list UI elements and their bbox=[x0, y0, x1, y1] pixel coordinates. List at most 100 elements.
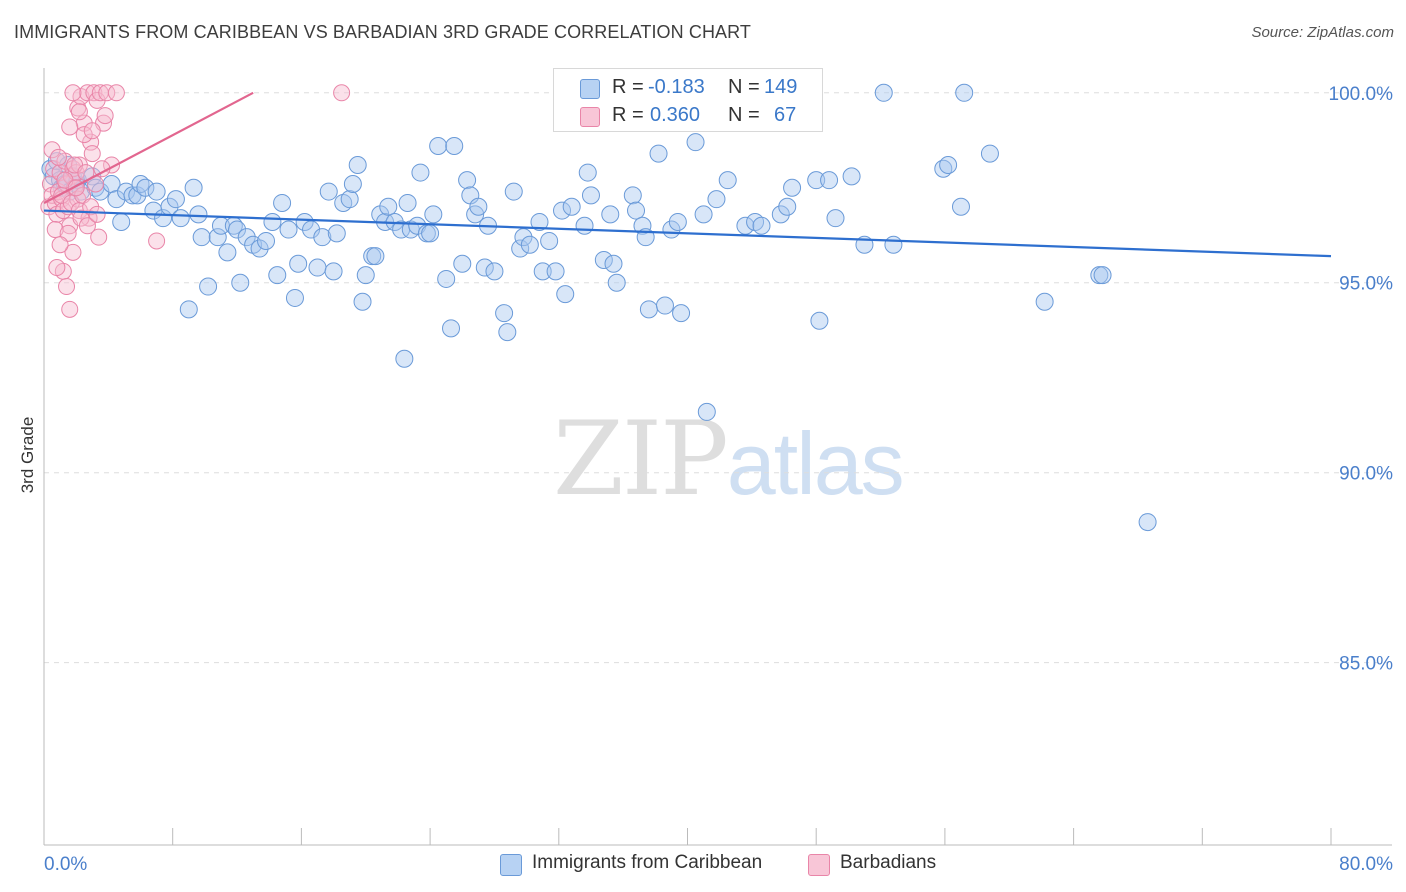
data-point-caribbean bbox=[556, 285, 575, 304]
grid-lines bbox=[44, 92, 1392, 664]
data-point-caribbean bbox=[279, 220, 298, 239]
data-point-caribbean bbox=[607, 273, 626, 292]
data-point-barbadian bbox=[61, 300, 79, 318]
data-point-caribbean bbox=[578, 163, 597, 182]
data-point-caribbean bbox=[951, 197, 970, 216]
trend-line-barbadian bbox=[43, 91, 254, 204]
bottom-legend-swatch-blue bbox=[500, 854, 522, 876]
y-tick-label: 95.0% bbox=[1339, 274, 1393, 295]
data-point-barbadian bbox=[90, 228, 108, 246]
data-point-caribbean bbox=[511, 239, 530, 258]
data-point-caribbean bbox=[649, 144, 668, 163]
data-point-caribbean bbox=[166, 190, 185, 209]
data-point-caribbean bbox=[601, 205, 620, 224]
legend-r-label: R = bbox=[612, 104, 644, 126]
tick-labels: 85.0% 90.0% 95.0% 100.0% 0.0% 80.0% bbox=[44, 84, 1393, 875]
data-point-caribbean bbox=[295, 212, 314, 231]
data-point-caribbean bbox=[395, 349, 414, 368]
data-point-caribbean bbox=[718, 171, 737, 190]
data-point-caribbean bbox=[874, 83, 893, 102]
data-point-barbadian bbox=[148, 232, 166, 250]
data-point-barbadian bbox=[96, 107, 114, 125]
data-point-caribbean bbox=[540, 231, 559, 250]
data-point-caribbean bbox=[504, 182, 523, 201]
data-point-barbadian bbox=[83, 145, 101, 163]
data-point-caribbean bbox=[136, 178, 155, 197]
data-point-caribbean bbox=[581, 186, 600, 205]
data-point-caribbean bbox=[398, 193, 417, 212]
y-tick-label: 90.0% bbox=[1339, 464, 1393, 485]
data-point-caribbean bbox=[327, 224, 346, 243]
data-point-caribbean bbox=[228, 220, 247, 239]
data-point-caribbean bbox=[1093, 266, 1112, 285]
data-point-caribbean bbox=[348, 155, 367, 174]
data-point-caribbean bbox=[356, 266, 375, 285]
data-point-caribbean bbox=[533, 262, 552, 281]
axes bbox=[43, 68, 1392, 846]
data-point-caribbean bbox=[319, 182, 338, 201]
data-point-caribbean bbox=[353, 292, 372, 311]
data-point-caribbean bbox=[313, 228, 332, 247]
caribbean-points bbox=[41, 83, 1157, 532]
data-point-caribbean bbox=[939, 155, 958, 174]
data-point-barbadian bbox=[88, 205, 106, 223]
data-point-caribbean bbox=[366, 247, 385, 266]
data-point-caribbean bbox=[520, 235, 539, 254]
data-point-caribbean bbox=[268, 266, 287, 285]
data-point-caribbean bbox=[639, 300, 658, 319]
data-point-caribbean bbox=[237, 228, 256, 247]
data-point-caribbean bbox=[231, 273, 250, 292]
data-point-caribbean bbox=[594, 250, 613, 269]
data-point-caribbean bbox=[208, 228, 227, 247]
data-point-caribbean bbox=[807, 171, 826, 190]
data-point-barbadian bbox=[64, 243, 82, 261]
data-point-caribbean bbox=[437, 269, 456, 288]
data-point-caribbean bbox=[340, 190, 359, 209]
data-point-caribbean bbox=[672, 304, 691, 323]
data-point-caribbean bbox=[442, 319, 461, 338]
data-point-caribbean bbox=[469, 197, 488, 216]
data-point-caribbean bbox=[147, 182, 166, 201]
y-tick-label: 100.0% bbox=[1329, 84, 1394, 105]
data-point-caribbean bbox=[424, 205, 443, 224]
data-point-caribbean bbox=[184, 178, 203, 197]
data-point-caribbean bbox=[826, 209, 845, 228]
data-point-barbadian bbox=[107, 84, 125, 102]
data-point-caribbean bbox=[1138, 513, 1157, 532]
stats-legend: R = -0.183 N = 149 R = 0.360 N = 67 bbox=[553, 68, 823, 132]
data-point-caribbean bbox=[192, 228, 211, 247]
legend-n-value-pink: 67 bbox=[774, 104, 797, 126]
data-point-caribbean bbox=[257, 231, 276, 250]
data-point-caribbean bbox=[553, 201, 572, 220]
data-point-caribbean bbox=[324, 262, 343, 281]
data-point-caribbean bbox=[668, 212, 687, 231]
bottom-legend-swatch-pink bbox=[808, 854, 830, 876]
data-point-caribbean bbox=[250, 239, 269, 258]
data-point-caribbean bbox=[655, 296, 674, 315]
data-point-caribbean bbox=[485, 262, 504, 281]
data-point-caribbean bbox=[171, 209, 190, 228]
data-point-caribbean bbox=[530, 212, 549, 231]
data-point-caribbean bbox=[429, 136, 448, 155]
data-point-caribbean bbox=[285, 288, 304, 307]
data-point-caribbean bbox=[495, 304, 514, 323]
chart-title: IMMIGRANTS FROM CARIBBEAN VS BARBADIAN 3… bbox=[14, 22, 752, 42]
data-point-caribbean bbox=[604, 254, 623, 273]
data-point-caribbean bbox=[1035, 292, 1054, 311]
data-point-caribbean bbox=[633, 216, 652, 235]
data-point-caribbean bbox=[308, 258, 327, 277]
data-point-caribbean bbox=[707, 190, 726, 209]
data-point-caribbean bbox=[475, 258, 494, 277]
data-point-caribbean bbox=[575, 216, 594, 235]
data-point-barbadian bbox=[51, 236, 69, 254]
data-point-caribbean bbox=[112, 212, 131, 231]
x-tick-label-min: 0.0% bbox=[44, 854, 87, 875]
data-point-caribbean bbox=[694, 205, 713, 224]
data-point-caribbean bbox=[263, 212, 282, 231]
trend-line-caribbean bbox=[43, 209, 1332, 258]
data-point-barbadian bbox=[75, 126, 93, 144]
data-point-barbadian bbox=[333, 84, 351, 102]
data-point-barbadian bbox=[58, 278, 76, 296]
data-point-barbadian bbox=[46, 221, 64, 239]
